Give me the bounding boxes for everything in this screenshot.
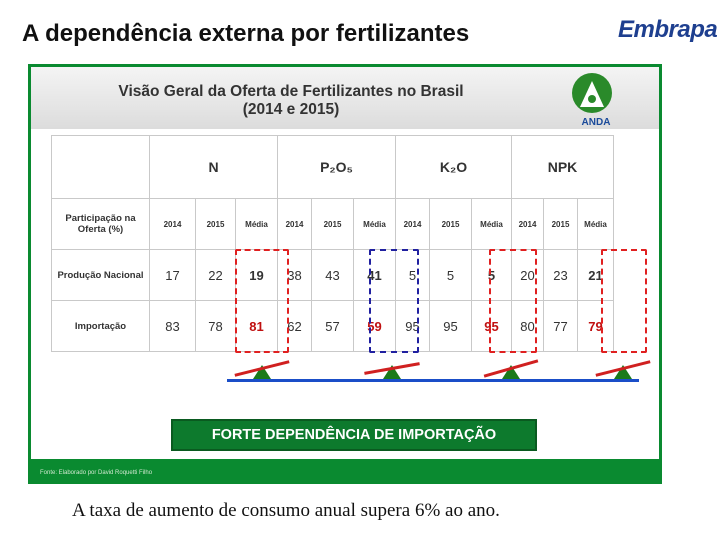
subheader-2015: 2015	[195, 198, 236, 250]
subheader-2014: 2014	[149, 198, 196, 250]
table-cell: 43	[311, 249, 354, 301]
panel-title: Visão Geral da Oferta de Fertilizantes n…	[31, 83, 551, 119]
highlight-box-n	[235, 249, 289, 353]
subheader-2014: 2014	[511, 198, 544, 250]
anda-logo-triangle	[580, 81, 604, 107]
group-k2o: K₂O	[395, 135, 512, 199]
table-cell: 78	[195, 300, 236, 352]
row-label-producao: Produção Nacional	[51, 249, 150, 301]
slide-title: A dependência externa por fertilizantes	[22, 20, 470, 47]
group-npk: NPK	[511, 135, 614, 199]
panel-title-line2: (2014 e 2015)	[242, 101, 340, 118]
infographic-inner: Visão Geral da Oferta de Fertilizantes n…	[31, 67, 659, 459]
subheader-media: Média	[353, 198, 396, 250]
year-header-row: Participação na Oferta (%) 2014 2015 Méd…	[51, 198, 614, 250]
table-cell: 83	[149, 300, 196, 352]
table-cell-average: 79	[577, 300, 614, 352]
slide-caption: A taxa de aumento de consumo anual super…	[72, 500, 500, 521]
anda-label: ANDA	[581, 117, 611, 128]
table-cell: 38	[277, 249, 312, 301]
group-n: N	[149, 135, 278, 199]
subheader-2014: 2014	[277, 198, 312, 250]
import-dependence-banner: FORTE DEPENDÊNCIA DE IMPORTAÇÃO	[171, 419, 537, 451]
highlight-box-npk	[601, 249, 647, 353]
panel-header: Visão Geral da Oferta de Fertilizantes n…	[31, 67, 659, 129]
highlight-box-k2o	[489, 249, 537, 353]
anda-logo-dot	[588, 95, 596, 103]
banner-text: FORTE DEPENDÊNCIA DE IMPORTAÇÃO	[211, 427, 497, 443]
source-note: Fonte: Elaborado por David Roquetti Filh…	[40, 470, 153, 476]
subheader-media: Média	[471, 198, 512, 250]
corner-cell	[51, 135, 150, 199]
embrapa-logo: Embrapa	[618, 14, 718, 50]
table-cell: 57	[311, 300, 354, 352]
logo-text: Embrapa	[618, 16, 718, 43]
table-cell: 62	[277, 300, 312, 352]
highlight-box-p2o5	[369, 249, 419, 353]
table-cell: 5	[429, 249, 472, 301]
table-cell: 77	[543, 300, 578, 352]
subheader-2015: 2015	[429, 198, 472, 250]
table-cell-average: 41	[353, 249, 396, 301]
subheader-2015: 2015	[311, 198, 354, 250]
table-row: Produção Nacional 17 22 19 38 43 41 5 5 …	[51, 249, 614, 301]
row-label-importacao: Importação	[51, 300, 150, 352]
table-cell-average: 81	[235, 300, 278, 352]
row-header-participacao: Participação na Oferta (%)	[51, 198, 150, 250]
subheader-media: Média	[235, 198, 278, 250]
table-cell: 23	[543, 249, 578, 301]
supply-table: N P₂O₅ K₂O NPK Participação na Oferta (%…	[51, 135, 614, 352]
group-header-row: N P₂O₅ K₂O NPK	[51, 135, 614, 199]
table-row: Importação 83 78 81 62 57 59 95 95 95 80…	[51, 300, 614, 352]
balance-baseline	[227, 379, 639, 382]
subheader-2015: 2015	[543, 198, 578, 250]
group-p2o5: P₂O₅	[277, 135, 396, 199]
subheader-media: Média	[577, 198, 614, 250]
table-cell-average: 21	[577, 249, 614, 301]
panel-title-line1: Visão Geral da Oferta de Fertilizantes n…	[118, 83, 464, 100]
table-cell: 95	[429, 300, 472, 352]
anda-logo: ANDA	[566, 73, 626, 129]
table-cell: 22	[195, 249, 236, 301]
table-cell: 17	[149, 249, 196, 301]
infographic-panel: Visão Geral da Oferta de Fertilizantes n…	[28, 64, 662, 484]
subheader-2014: 2014	[395, 198, 430, 250]
